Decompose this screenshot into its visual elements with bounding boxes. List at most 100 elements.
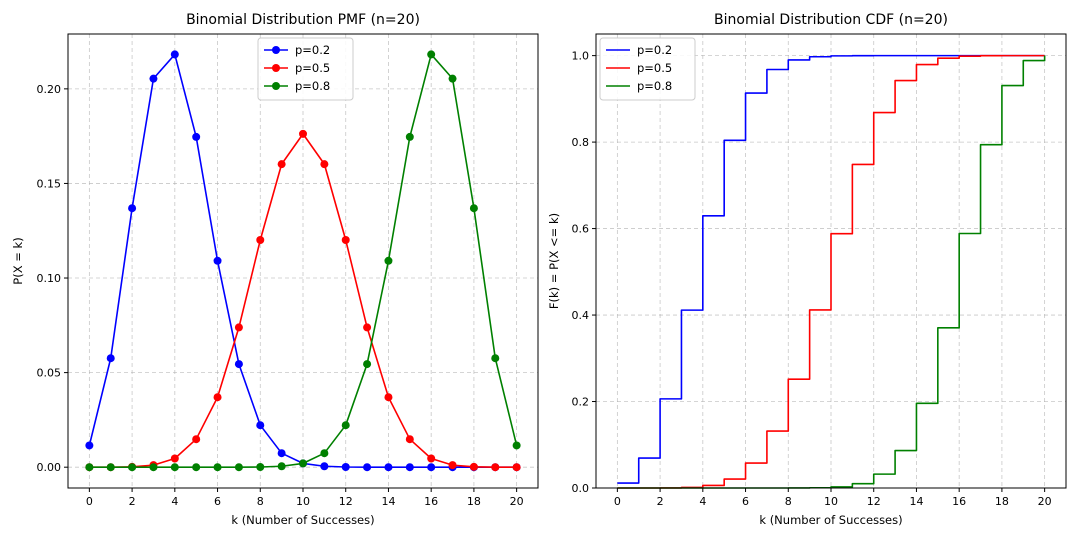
- pmf-xtick-label: 2: [129, 495, 136, 508]
- pmf-xlabel: k (Number of Successes): [231, 513, 374, 527]
- pmf-xtick-label: 8: [257, 495, 264, 508]
- pmf-point-p=0.5: [192, 435, 201, 444]
- pmf-point-p=0.8: [213, 463, 222, 472]
- pmf-chart: Binomial Distribution PMF (n=20) 0 2 4 6 8 10…: [11, 12, 539, 527]
- pmf-legend-marker: [272, 64, 280, 72]
- pmf-xtick-label: 20: [510, 495, 524, 508]
- cdf-ytick-label: 1.0: [572, 50, 590, 63]
- cdf-ytick-label: 0.8: [572, 136, 590, 149]
- pmf-point-p=0.8: [320, 449, 329, 458]
- pmf-point-p=0.8: [363, 360, 372, 369]
- pmf-point-p=0.8: [85, 463, 94, 472]
- pmf-point-p=0.8: [192, 463, 201, 472]
- pmf-point-p=0.2: [256, 421, 265, 430]
- pmf-point-p=0.8: [405, 132, 414, 141]
- cdf-xtick-label: 2: [657, 495, 664, 508]
- pmf-point-p=0.8: [128, 463, 137, 472]
- cdf-xtick-label: 18: [995, 495, 1009, 508]
- pmf-xtick-label: 16: [424, 495, 438, 508]
- pmf-point-p=0.5: [277, 160, 286, 169]
- pmf-point-p=0.8: [448, 74, 457, 83]
- cdf-ytick-label: 0.0: [572, 482, 590, 495]
- pmf-xtick-label: 6: [214, 495, 221, 508]
- pmf-xtick-label: 12: [339, 495, 353, 508]
- pmf-xtick-label: 0: [86, 495, 93, 508]
- pmf-xtick-label: 4: [171, 495, 178, 508]
- pmf-point-p=0.8: [170, 463, 179, 472]
- cdf-xtick-label: 8: [785, 495, 792, 508]
- pmf-ytick-label: 0.20: [37, 83, 62, 96]
- pmf-point-p=0.5: [469, 462, 478, 471]
- cdf-line-p=0.5: [617, 54, 1045, 489]
- pmf-legend-marker: [272, 46, 280, 54]
- pmf-title: Binomial Distribution PMF (n=20): [186, 12, 420, 28]
- cdf-chart: Binomial Distribution CDF (n=20) 0 2 4 6 8 10…: [547, 12, 1067, 527]
- cdf-series-p=0.2: [617, 54, 1045, 484]
- cdf-line-p=0.2: [617, 54, 1045, 484]
- pmf-ytick-label: 0.10: [37, 272, 62, 285]
- pmf-ytick-label: 0.15: [37, 177, 62, 190]
- pmf-point-p=0.8: [341, 421, 350, 430]
- cdf-ytick-label: 0.4: [572, 309, 590, 322]
- pmf-point-p=0.8: [256, 463, 265, 472]
- cdf-xtick-label: 20: [1038, 495, 1052, 508]
- pmf-point-p=0.5: [256, 236, 265, 245]
- pmf-point-p=0.2: [427, 463, 436, 472]
- pmf-point-p=0.5: [213, 393, 222, 402]
- cdf-legend-label: p=0.2: [637, 43, 672, 57]
- pmf-point-p=0.2: [149, 74, 158, 83]
- pmf-point-p=0.8: [384, 256, 393, 265]
- pmf-legend: p=0.2 p=0.5 p=0.8: [257, 37, 354, 101]
- cdf-xtick-label: 12: [867, 495, 881, 508]
- pmf-legend-marker: [272, 82, 280, 90]
- pmf-ytick-label: 0.00: [37, 461, 62, 474]
- pmf-point-p=0.2: [234, 360, 243, 369]
- pmf-legend-label: p=0.2: [295, 43, 330, 57]
- pmf-ytick-label: 0.05: [37, 367, 62, 380]
- pmf-point-p=0.5: [512, 463, 521, 472]
- cdf-xtick-label: 10: [824, 495, 838, 508]
- cdf-xlabel: k (Number of Successes): [759, 513, 902, 527]
- pmf-xtick-label: 10: [296, 495, 310, 508]
- pmf-legend-box: [257, 37, 354, 101]
- pmf-point-p=0.5: [384, 393, 393, 402]
- cdf-xtick-label: 0: [614, 495, 621, 508]
- pmf-xtick-label: 14: [381, 495, 395, 508]
- pmf-series-p=0.8: [85, 50, 521, 472]
- pmf-point-p=0.5: [170, 454, 179, 463]
- cdf-xtick-label: 14: [909, 495, 923, 508]
- pmf-point-p=0.2: [341, 463, 350, 472]
- cdf-xtick-label: 16: [952, 495, 966, 508]
- pmf-point-p=0.8: [234, 463, 243, 472]
- cdf-xtick-label: 4: [699, 495, 706, 508]
- pmf-point-p=0.5: [363, 323, 372, 332]
- cdf-legend-label: p=0.8: [637, 79, 672, 93]
- pmf-point-p=0.8: [277, 462, 286, 471]
- pmf-point-p=0.5: [234, 323, 243, 332]
- pmf-point-p=0.5: [299, 129, 307, 138]
- pmf-point-p=0.5: [427, 454, 436, 463]
- cdf-title: Binomial Distribution CDF (n=20): [714, 12, 948, 28]
- pmf-point-p=0.8: [512, 441, 521, 450]
- cdf-legend: p=0.2 p=0.5 p=0.8: [599, 37, 696, 101]
- pmf-point-p=0.5: [491, 463, 500, 472]
- pmf-ylabel: P(X = k): [11, 237, 25, 284]
- pmf-point-p=0.8: [299, 459, 307, 468]
- pmf-xtick-label: 18: [467, 495, 481, 508]
- pmf-point-p=0.2: [277, 449, 286, 458]
- cdf-ytick-label: 0.2: [572, 396, 590, 409]
- cdf-ytick-label: 0.6: [572, 223, 590, 236]
- pmf-point-p=0.5: [448, 461, 457, 470]
- cdf-ylabel: F(k) = P(X <= k): [547, 213, 561, 309]
- pmf-point-p=0.2: [384, 463, 393, 472]
- pmf-point-p=0.8: [427, 50, 436, 59]
- cdf-legend-box: [599, 37, 696, 101]
- cdf-series-p=0.5: [617, 54, 1045, 489]
- pmf-legend-label: p=0.8: [295, 79, 330, 93]
- pmf-legend-label: p=0.5: [295, 61, 330, 75]
- pmf-point-p=0.5: [341, 236, 350, 245]
- pmf-point-p=0.8: [106, 463, 115, 472]
- pmf-point-p=0.2: [363, 463, 372, 472]
- pmf-point-p=0.8: [469, 204, 478, 213]
